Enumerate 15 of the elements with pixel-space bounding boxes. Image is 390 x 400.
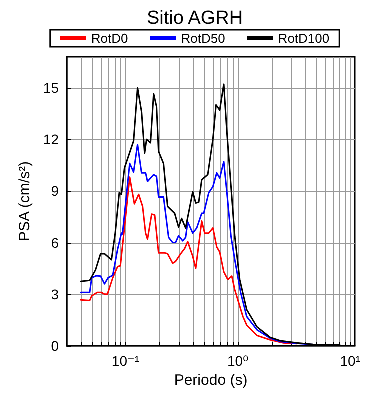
y-axis-title: PSA (cm/s²) [16, 161, 34, 242]
legend-label: RotD50 [181, 31, 226, 46]
x-axis-title: Periodo (s) [174, 372, 248, 389]
chart-title: Sitio AGRH [146, 8, 244, 29]
y-tick-label: 6 [51, 234, 60, 251]
x-tick-label: 10⁰ [227, 353, 250, 369]
y-tick-label: 15 [43, 80, 60, 96]
y-tick-label: 0 [51, 338, 60, 354]
y-tick-label: 12 [43, 132, 60, 148]
x-tick-label: 10⁻¹ [112, 353, 140, 369]
y-tick-label: 9 [51, 183, 60, 200]
x-tick-label: 10¹ [340, 353, 361, 369]
y-tick-label: 3 [51, 286, 60, 302]
legend-label: RotD100 [278, 31, 330, 46]
legend-label: RotD0 [91, 31, 128, 46]
